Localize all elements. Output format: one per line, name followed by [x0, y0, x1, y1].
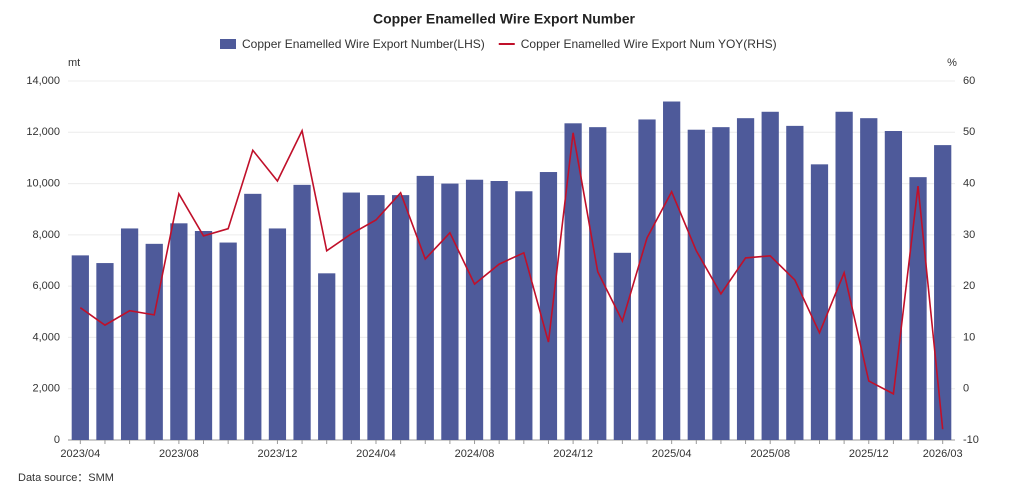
- y2-axis-unit: %: [947, 57, 957, 69]
- bar: [120, 228, 139, 440]
- bar: [194, 231, 213, 440]
- bar: [465, 179, 484, 440]
- y-axis-unit: mt: [68, 57, 80, 69]
- bar: [367, 195, 385, 440]
- bar: [293, 184, 311, 440]
- bar: [392, 195, 410, 440]
- y-tick-label: 14,000: [26, 75, 60, 87]
- bar: [761, 111, 779, 441]
- y2-tick-label: 50: [963, 126, 975, 138]
- bar: [219, 242, 237, 440]
- x-tick-label: 2026/03: [923, 448, 963, 460]
- y2-tick-label: 20: [963, 280, 975, 292]
- y2-tick-label: 30: [963, 229, 975, 241]
- bar: [909, 177, 927, 441]
- y-tick-label: 6,000: [32, 280, 60, 292]
- bar: [860, 118, 878, 441]
- y2-tick-label: 40: [963, 177, 975, 189]
- bar: [736, 118, 755, 441]
- y-tick-label: 0: [54, 434, 60, 446]
- bar: [318, 273, 336, 440]
- legend-swatch: [220, 39, 236, 49]
- legend-label: Copper Enamelled Wire Export Num YOY(RHS…: [521, 37, 777, 51]
- bar: [268, 228, 287, 440]
- line: [79, 128, 944, 430]
- bar: [786, 125, 804, 440]
- bar: [170, 223, 188, 440]
- source: Data source：SMM: [18, 472, 114, 484]
- x-tick-label: 2025/12: [849, 448, 889, 460]
- bar: [96, 263, 114, 440]
- y-tick-label: 10,000: [26, 177, 60, 189]
- bar: [515, 191, 533, 440]
- bar: [613, 252, 631, 440]
- bar: [244, 193, 262, 440]
- x-tick-label: 2024/08: [455, 448, 495, 460]
- bar: [638, 119, 656, 440]
- bar: [663, 101, 681, 440]
- bar: [687, 129, 705, 440]
- y-tick-label: 4,000: [32, 331, 60, 343]
- y-tick-label: 2,000: [32, 383, 60, 395]
- bar: [564, 123, 582, 440]
- x-tick-label: 2025/04: [652, 448, 692, 460]
- y-tick-label: 8,000: [32, 229, 60, 241]
- bar: [71, 255, 89, 440]
- bar: [712, 127, 730, 441]
- bar: [539, 172, 558, 440]
- y2-tick-label: 0: [963, 383, 969, 395]
- bar: [342, 192, 360, 440]
- y-tick-label: 12,000: [26, 126, 60, 138]
- bar: [810, 164, 829, 440]
- bar: [490, 181, 508, 440]
- y2-tick-label: 10: [963, 331, 975, 343]
- x-tick-label: 2023/04: [60, 448, 100, 460]
- y2-tick-label: 60: [963, 75, 975, 87]
- x-tick-label: 2024/12: [553, 448, 593, 460]
- legend-label: Copper Enamelled Wire Export Number(LHS): [242, 37, 485, 51]
- bar: [589, 127, 607, 441]
- y2-tick-label: -10: [963, 434, 979, 446]
- chart-title: Copper Enamelled Wire Export Number: [373, 11, 636, 27]
- bar: [145, 243, 163, 440]
- x-tick-label: 2025/08: [750, 448, 790, 460]
- x-tick-label: 2023/08: [159, 448, 199, 460]
- bar: [934, 145, 952, 440]
- x-tick-label: 2023/12: [258, 448, 298, 460]
- x-tick-label: 2024/04: [356, 448, 396, 460]
- bar: [416, 175, 434, 440]
- bar: [441, 183, 459, 441]
